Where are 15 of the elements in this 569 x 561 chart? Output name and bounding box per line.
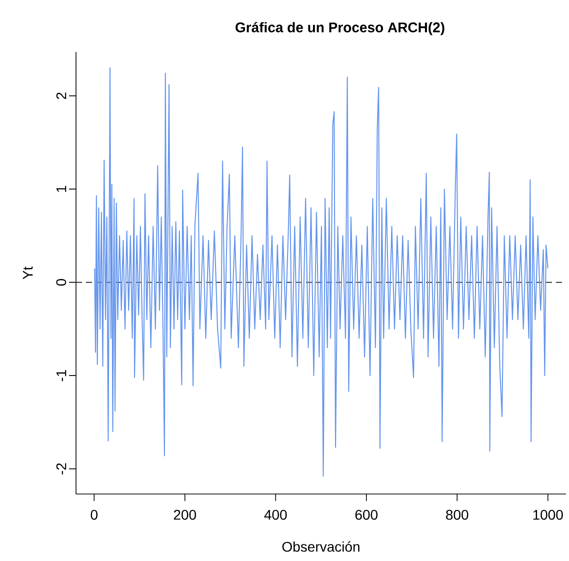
x-axis-title: Observación (282, 541, 360, 552)
x-tick-label: 0 (90, 510, 98, 520)
y-tick-label: -1 (56, 370, 66, 382)
y-axis-title: Yt (22, 266, 33, 280)
chart-title: Gráfica de un Proceso ARCH(2) (236, 22, 444, 36)
x-tick-label: 1000 (533, 510, 563, 520)
y-tick-label: 0 (56, 278, 66, 286)
x-tick-label: 200 (174, 510, 196, 520)
x-tick-label: 600 (355, 510, 378, 520)
y-tick-label: 2 (56, 92, 66, 100)
x-tick-label: 400 (264, 510, 287, 520)
y-tick-label: -2 (56, 463, 66, 474)
line-series (94, 67, 548, 477)
x-tick-label: 800 (446, 510, 468, 520)
y-tick-label: 1 (56, 186, 66, 192)
